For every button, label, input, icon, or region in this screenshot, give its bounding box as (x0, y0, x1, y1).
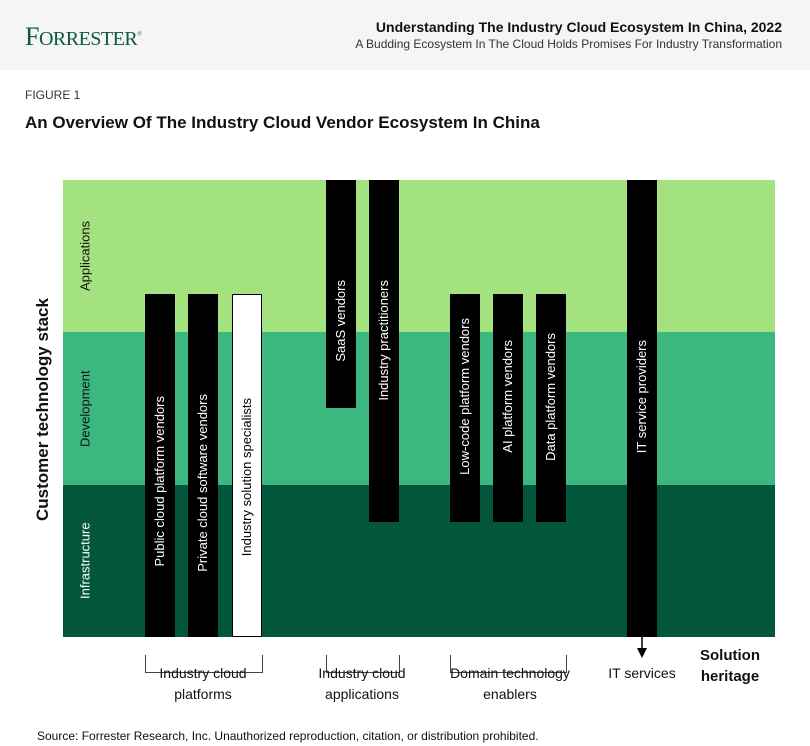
vendor-bar: Public cloud platform vendors (145, 294, 175, 637)
vendor-label: IT service providers (634, 340, 649, 454)
x-axis-title: Solution heritage (700, 647, 760, 685)
group-bracket (145, 655, 263, 673)
vendor-label: Industry practitioners (376, 280, 391, 401)
vendor-bar: IT service providers (627, 180, 657, 637)
layer-label: Applications (77, 220, 93, 292)
figure-title: An Overview Of The Industry Cloud Vendor… (25, 113, 540, 132)
group-label: Industry cloud platforms (159, 665, 247, 702)
group-label: IT services (608, 665, 676, 681)
vendor-bar: Private cloud software vendors (188, 294, 218, 637)
vendor-label: SaaS vendors (333, 280, 348, 362)
report-subtitle: A Budding Ecosystem In The Cloud Holds P… (355, 37, 782, 51)
group-label: Domain technology enablers (450, 665, 570, 702)
forrester-logo: FORRESTER® (25, 22, 142, 51)
vendor-bar: Industry practitioners (369, 180, 399, 522)
vendor-label: Private cloud software vendors (195, 394, 210, 572)
group-bracket (450, 655, 567, 673)
vendor-label: Low-code platform vendors (457, 318, 472, 475)
vendor-label: Data platform vendors (543, 333, 558, 461)
y-axis-title: Customer technology stack (33, 298, 52, 522)
group-label: Industry cloud applications (318, 665, 406, 702)
figure-label: FIGURE 1 (25, 88, 81, 102)
vendor-bar: Data platform vendors (536, 294, 566, 522)
vendor-bar: AI platform vendors (493, 294, 523, 522)
header: FORRESTER® Understanding The Industry Cl… (0, 0, 810, 70)
arrow-down-icon (637, 637, 647, 658)
vendor-label: Public cloud platform vendors (152, 396, 167, 567)
group-bracket (326, 655, 400, 673)
vendor-bar: SaaS vendors (326, 180, 356, 408)
vendor-bar: Industry solution specialists (232, 294, 262, 637)
report-title: Understanding The Industry Cloud Ecosyst… (375, 19, 782, 35)
vendor-label: AI platform vendors (500, 340, 515, 453)
vendor-bar: Low-code platform vendors (450, 294, 480, 522)
source-note: Source: Forrester Research, Inc. Unautho… (37, 729, 539, 743)
layer-label: Infrastructure (77, 522, 93, 600)
vendor-label: Industry solution specialists (239, 397, 254, 556)
layer-label: Development (77, 370, 93, 447)
